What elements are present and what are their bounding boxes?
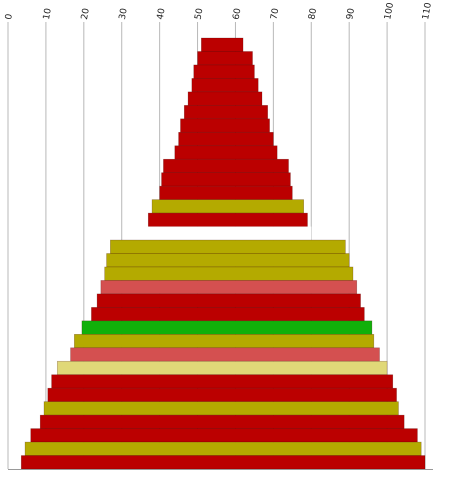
pyramid-bar [151,199,304,214]
pyramid-bar [24,441,422,456]
pyramid-bar [191,78,259,93]
pyramid-bar [183,105,268,120]
pyramid-bar [161,172,291,187]
pyramid-bar [74,334,375,349]
pyramid-bar [100,280,358,295]
x-tick-label: 50 [194,7,206,20]
pyramid-bar [180,118,270,133]
pyramid-bar [39,414,405,429]
pyramid-bar [159,185,293,200]
pyramid-bar [110,239,346,254]
pyramid-bar [96,293,361,308]
x-tick-label: 10 [42,7,54,20]
x-tick-label: 40 [156,7,168,20]
pyramid-bar [174,145,278,160]
pyramid-bars [20,37,426,470]
pyramid-bar [51,374,394,389]
pyramid-bar [106,253,350,268]
pyramid-bar [91,307,365,322]
pyramid-bar [144,226,312,241]
pyramid-bar [178,131,274,147]
pyramid-bar [163,158,289,173]
pyramid-bar [56,360,388,376]
x-tick-label: 60 [232,7,244,20]
pyramid-bar [30,428,418,443]
x-tick-label: 0 [4,13,15,21]
x-axis-tick-labels: 0 10 20 30 40 50 60 70 80 90 100 110 [4,2,434,21]
pyramid-bar [47,387,397,402]
pyramid-bar [20,455,426,470]
pyramid-bar [187,91,263,106]
pyramid-bar [104,266,354,281]
pyramid-bar [43,401,399,416]
pyramid-bar [81,320,373,335]
pyramid-bar [147,212,308,227]
pyramid-bar [197,51,253,66]
x-tick-label: 20 [80,7,92,20]
x-tick-label: 80 [307,7,319,20]
x-tick-label: 90 [345,7,357,20]
x-tick-label: 100 [383,2,396,21]
pyramid-bar [70,347,380,362]
pyramid-bar [201,37,244,52]
x-tick-label: 30 [118,7,130,20]
pyramid-bar [193,64,255,79]
x-tick-label: 70 [269,7,281,20]
x-tick-label: 110 [421,2,434,21]
